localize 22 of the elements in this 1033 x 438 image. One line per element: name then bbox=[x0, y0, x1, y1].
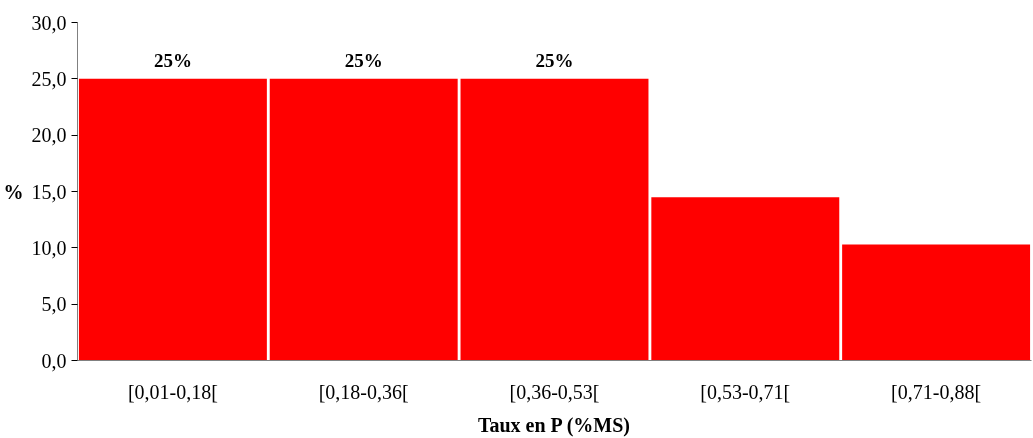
data-label: 25% bbox=[535, 49, 574, 71]
y-tick-label: 30,0 bbox=[31, 11, 67, 34]
data-label: 25% bbox=[153, 49, 192, 71]
x-axis-title: Taux en P (%MS) bbox=[477, 413, 630, 437]
y-tick-label: 0,0 bbox=[41, 349, 67, 372]
x-tick-label: [0,01-0,18[ bbox=[127, 380, 218, 403]
bar bbox=[460, 78, 649, 361]
x-tick-label: [0,18-0,36[ bbox=[318, 380, 409, 403]
data-label: 25% bbox=[344, 49, 383, 71]
x-tick-label: [0,71-0,88[ bbox=[891, 380, 982, 403]
y-axis-title: % bbox=[3, 180, 24, 203]
y-tick-label: 10,0 bbox=[31, 236, 67, 259]
y-tick-label: 25,0 bbox=[31, 67, 67, 90]
bar bbox=[78, 78, 267, 361]
y-tick-label: 15,0 bbox=[31, 180, 67, 203]
bar bbox=[651, 197, 840, 361]
y-tick-label: 5,0 bbox=[41, 293, 67, 316]
bar bbox=[842, 244, 1031, 361]
y-tick-label: 20,0 bbox=[31, 124, 67, 147]
x-tick-label: [0,36-0,53[ bbox=[509, 380, 600, 403]
bar bbox=[269, 78, 458, 361]
x-tick-label: [0,53-0,71[ bbox=[700, 380, 791, 403]
